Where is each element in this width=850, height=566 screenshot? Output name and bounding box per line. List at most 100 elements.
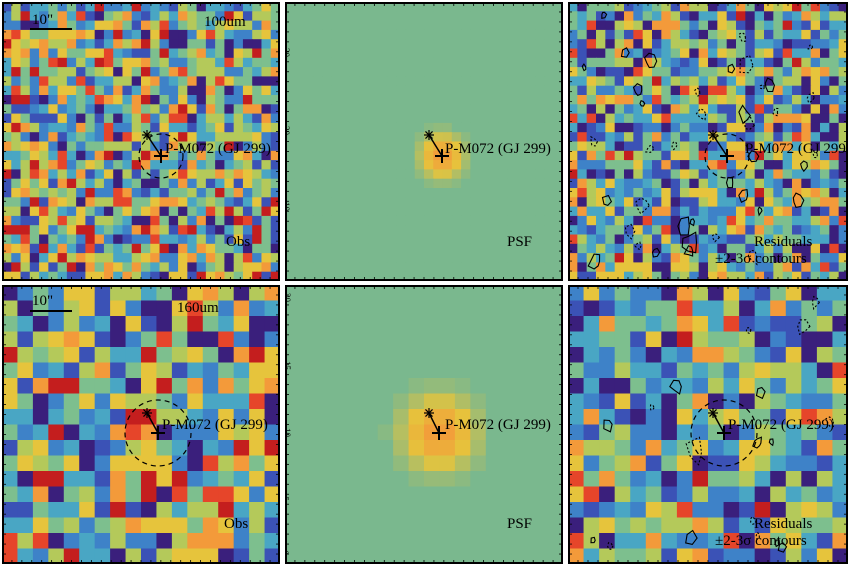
pixel-cell bbox=[717, 271, 728, 281]
pixel-cell bbox=[535, 2, 546, 12]
pixel-cell bbox=[196, 243, 207, 254]
pixel-cell bbox=[782, 169, 793, 180]
pixel-cell bbox=[48, 393, 65, 410]
pixel-cell bbox=[461, 197, 471, 208]
pixel-cell bbox=[349, 11, 360, 22]
pixel-cell bbox=[39, 178, 49, 189]
pixel-cell bbox=[66, 132, 77, 143]
pixel-cell bbox=[315, 378, 332, 395]
pixel-cell bbox=[736, 243, 746, 254]
pixel-cell bbox=[113, 29, 124, 40]
pixel-cell bbox=[792, 188, 802, 198]
pixel-cell bbox=[113, 113, 124, 124]
pixel-cell bbox=[652, 67, 662, 77]
pixel-cell bbox=[689, 67, 700, 77]
pixel-cell bbox=[233, 316, 250, 333]
pixel-cell bbox=[48, 502, 65, 519]
pixel-cell bbox=[832, 517, 848, 534]
pixel-cell bbox=[168, 206, 179, 217]
pixel-cell bbox=[168, 160, 179, 170]
pixel-cell bbox=[782, 122, 793, 133]
pixel-cell bbox=[196, 39, 207, 50]
pixel-cell bbox=[233, 160, 244, 170]
pixel-cell bbox=[708, 486, 725, 503]
pixel-cell bbox=[773, 169, 784, 180]
pixel-cell bbox=[261, 20, 272, 31]
pixel-cell bbox=[340, 2, 351, 12]
pixel-cell bbox=[461, 29, 471, 40]
pixel-cell bbox=[498, 85, 508, 96]
pixel-cell bbox=[322, 20, 332, 31]
pixel-cell bbox=[103, 150, 114, 161]
pixel-cell bbox=[66, 48, 77, 59]
residual-contour bbox=[695, 108, 707, 121]
pixel-cell bbox=[294, 122, 305, 133]
pixel-cell bbox=[630, 455, 647, 472]
pixel-cell bbox=[754, 517, 771, 534]
pixel-cell bbox=[405, 11, 416, 22]
pixel-cell bbox=[568, 300, 585, 317]
pixel-cell bbox=[11, 67, 22, 77]
pixel-cell bbox=[57, 160, 68, 170]
pixel-cell bbox=[393, 285, 410, 302]
pixel-cell bbox=[689, 253, 700, 263]
pixel-cell bbox=[577, 262, 588, 273]
pixel-cell bbox=[645, 285, 662, 302]
pixel-cell bbox=[215, 215, 225, 226]
pixel-cell bbox=[396, 20, 407, 31]
pixel-cell bbox=[525, 225, 536, 236]
pixel-cell bbox=[599, 378, 616, 395]
pixel-cell bbox=[85, 95, 96, 105]
pixel-cell bbox=[820, 188, 830, 198]
pixel-cell bbox=[408, 300, 425, 317]
pixel-cell bbox=[633, 57, 644, 68]
pixel-cell bbox=[252, 271, 263, 281]
pixel-cell bbox=[614, 440, 631, 457]
pixel-cell bbox=[614, 471, 631, 488]
pixel-cell bbox=[810, 48, 821, 59]
pixel-cell bbox=[85, 122, 96, 133]
pixel-cell bbox=[424, 122, 434, 133]
pixel-cell bbox=[66, 122, 77, 133]
pixel-cell bbox=[113, 48, 124, 59]
pixel-cell bbox=[150, 104, 161, 115]
pixel-cell bbox=[242, 188, 253, 198]
pixel-cell bbox=[661, 471, 678, 488]
pixel-cell bbox=[516, 409, 533, 426]
pixel-cell bbox=[331, 2, 342, 12]
pixel-cell bbox=[498, 20, 508, 31]
pixel-cell bbox=[723, 502, 740, 519]
pixel-cell bbox=[433, 57, 444, 68]
pixel-cell bbox=[215, 197, 225, 208]
pixel-cell bbox=[368, 104, 379, 115]
pixel-cell bbox=[782, 197, 793, 208]
pixel-cell bbox=[57, 188, 68, 198]
pixel-cell bbox=[2, 57, 12, 68]
pixel-cell bbox=[586, 225, 597, 236]
pixel-cell bbox=[525, 39, 536, 50]
pixel-cell bbox=[405, 104, 416, 115]
pixel-cell bbox=[178, 206, 188, 217]
pixel-cell bbox=[205, 29, 216, 40]
pixel-cell bbox=[442, 132, 453, 143]
pixel-cell bbox=[168, 271, 179, 281]
pixel-cell bbox=[792, 225, 802, 236]
pixel-cell bbox=[76, 11, 86, 22]
pixel-cell bbox=[224, 188, 235, 198]
pixel-cell bbox=[433, 169, 444, 180]
pixel-cell bbox=[340, 234, 351, 245]
pixel-cell bbox=[535, 234, 546, 245]
pixel-cell bbox=[754, 362, 771, 379]
pixel-cell bbox=[630, 300, 647, 317]
pixel-cell bbox=[801, 169, 812, 180]
pixel-cell bbox=[242, 225, 253, 236]
pixel-cell bbox=[532, 347, 549, 364]
pixel-cell bbox=[233, 178, 244, 189]
pixel-cell bbox=[20, 206, 31, 217]
pixel-cell bbox=[249, 502, 266, 519]
pixel-cell bbox=[187, 331, 204, 348]
pixel-cell bbox=[692, 347, 709, 364]
pixel-cell bbox=[150, 57, 161, 68]
pixel-cell bbox=[461, 225, 471, 236]
pixel-cell bbox=[614, 169, 625, 180]
